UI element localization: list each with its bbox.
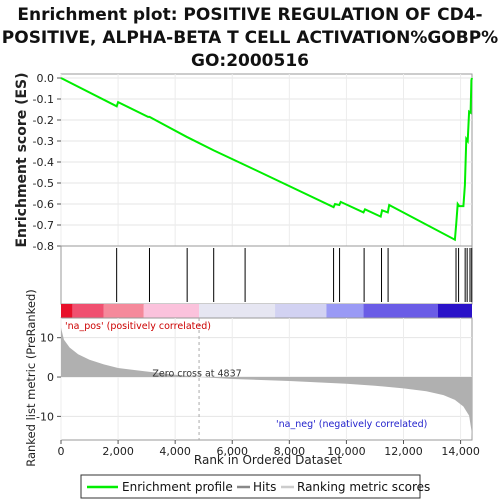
es-y-tick-label: -0.5 bbox=[33, 177, 54, 190]
es-y-ticks: 0.0 -0.1 -0.2 -0.3 -0.4 -0.5 -0.6 -0.7 -0.8 bbox=[33, 72, 61, 253]
es-panel-frame bbox=[60, 73, 473, 247]
legend-box bbox=[80, 474, 421, 499]
es-y-tick-label: 0.0 bbox=[37, 72, 55, 85]
chart-title-line-3: GO:2000516 bbox=[191, 51, 309, 71]
rank-y-ticks: 10 0 -10 bbox=[36, 332, 61, 423]
x-axis-label: Rank in Ordered Dataset bbox=[194, 453, 342, 467]
legend-label-hits: Hits bbox=[253, 480, 276, 494]
heat-bar-segment bbox=[363, 304, 438, 318]
enrichment-profile-line bbox=[60, 77, 473, 242]
heat-bar-segment bbox=[72, 304, 104, 318]
chart-title-line-1: Enrichment plot: POSITIVE REGULATION OF … bbox=[17, 5, 482, 25]
es-y-tick-label: -0.2 bbox=[33, 114, 54, 127]
es-y-tick-label: -0.4 bbox=[33, 156, 54, 169]
es-y-axis-label: Enrichment score (ES) bbox=[14, 72, 30, 247]
x-tick-label: 10,000 bbox=[327, 445, 366, 458]
legend-item-enrichment-profile: Enrichment profile bbox=[87, 480, 233, 494]
x-tick-label: 12,000 bbox=[384, 445, 423, 458]
legend-item-ranking-metric-scores: Ranking metric scores bbox=[281, 480, 430, 494]
x-tick-label: 6,000 bbox=[217, 445, 249, 458]
legend-item-hits: Hits bbox=[237, 480, 276, 494]
rank-y-axis-label: Ranked list metric (PreRanked) bbox=[24, 289, 38, 467]
es-y-tick-label: -0.3 bbox=[33, 135, 54, 148]
chart-title-line-2: POSITIVE, ALPHA-BETA T CELL ACTIVATION%G… bbox=[2, 28, 498, 48]
x-ticks: 0 2,000 4,000 6,000 8,000 10,000 12,000 14,000 bbox=[58, 440, 480, 458]
heat-bar-segment bbox=[199, 304, 276, 318]
x-tick-label: 0 bbox=[58, 445, 65, 458]
heat-bar-segment bbox=[61, 304, 73, 318]
rank-y-tick-label: 10 bbox=[40, 332, 54, 345]
hit-markers bbox=[116, 248, 473, 302]
x-tick-label: 4,000 bbox=[159, 445, 191, 458]
zero-cross-label: Zero cross at 4837 bbox=[152, 369, 241, 380]
pos-correlated-label: 'na_pos' (positively correlated) bbox=[65, 321, 211, 332]
ranking-metric-area bbox=[61, 327, 472, 438]
heat-bar-segment bbox=[326, 304, 364, 318]
rank-y-tick-label: -10 bbox=[36, 410, 54, 423]
hits-panel-frame bbox=[60, 245, 473, 305]
es-y-tick-label: -0.7 bbox=[33, 219, 54, 232]
heat-bar-segment bbox=[275, 304, 327, 318]
x-tick-label: 14,000 bbox=[441, 445, 480, 458]
ranking-heat-bar bbox=[61, 304, 472, 318]
heat-bar-segment bbox=[103, 304, 144, 318]
es-y-tick-label: -0.8 bbox=[33, 240, 54, 253]
x-tick-label: 2,000 bbox=[102, 445, 134, 458]
legend-label-enrichment-profile: Enrichment profile bbox=[122, 480, 233, 494]
es-y-tick-label: -0.1 bbox=[33, 93, 54, 106]
heat-bar-segment bbox=[143, 304, 200, 318]
legend-label-ranking-metric-scores: Ranking metric scores bbox=[297, 480, 430, 494]
chart-title: Enrichment plot: POSITIVE REGULATION OF … bbox=[2, 5, 498, 71]
heat-bar-segment bbox=[437, 304, 472, 318]
neg-correlated-label: 'na_neg' (negatively correlated) bbox=[276, 419, 427, 430]
x-tick-label: 8,000 bbox=[274, 445, 306, 458]
rank-y-tick-label: 0 bbox=[47, 371, 54, 384]
es-y-tick-label: -0.6 bbox=[33, 198, 54, 211]
